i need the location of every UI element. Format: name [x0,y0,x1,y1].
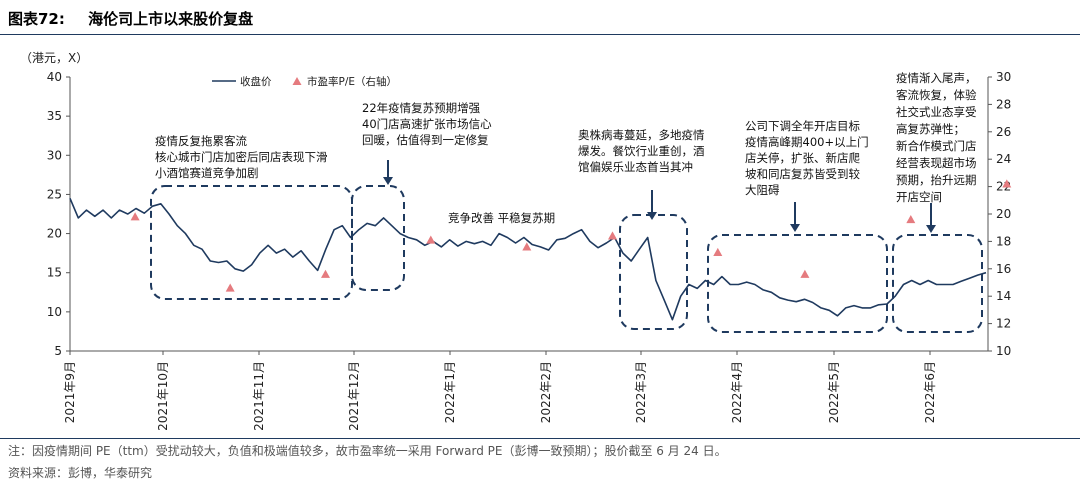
y-tick-label: 40 [47,70,62,84]
x-tick-label: 2021年11月 [252,361,266,431]
legend-pe-label: 市盈率P/E（右轴） [307,75,397,88]
annotation-text: 奥株病毒蔓延，多地疫情 [578,128,705,142]
pe-marker [130,212,140,221]
price-series-line [69,197,987,321]
y2-tick-label: 30 [996,70,1011,84]
figure-title-text: 海伦司上市以来股价复盘 [88,10,254,28]
y2-tick-label: 20 [996,207,1011,221]
pe-marker [522,242,532,251]
annotation-text: 竞争改善 平稳复苏期 [448,211,555,225]
legend-price-label: 收盘价 [240,75,272,88]
annotation-text: 核心城市门店加密后同店表现下滑 [155,150,328,164]
pe-marker [225,283,235,292]
chart-source: 资料来源：彭博，华泰研究 [8,466,153,480]
annotation-text: 疫情渐入尾声， [896,71,977,85]
figure-number: 图表72: [8,10,65,28]
y2-tick-label: 14 [996,289,1011,303]
phase-box [150,185,353,300]
y-tick-label: 25 [47,187,62,201]
y2-tick-label: 10 [996,344,1011,358]
x-tick-label: 2021年12月 [347,361,361,431]
y2-tick-label: 18 [996,234,1011,248]
y-tick-label: 35 [47,109,62,123]
phase-box [351,185,405,291]
y-tick-label: 15 [47,266,62,280]
annotation-text: 40门店高速扩张市场信心 [362,117,492,131]
x-tick-label: 2022年4月 [730,361,744,423]
annotation-text: 客流恢复，体验 [896,88,977,102]
y2-tick-label: 12 [996,317,1011,331]
annotation-text: 大阻碍 [745,183,780,197]
annotation-text: 预期，抬升远期 [896,173,977,187]
pe-marker [321,269,330,278]
annotation-text: 高复苏弹性； [896,122,965,136]
y2-tick-label: 16 [996,262,1011,276]
pe-marker [1002,179,1012,188]
x-tick-label: 2021年10月 [156,361,170,431]
chart-note: 注：因疫情期间 PE（ttm）受扰动较大，负值和极端值较多，故市盈率统一采用 F… [8,444,727,458]
annotation-text: 坡和同店复苏皆受到较 [745,167,860,181]
pe-marker [800,269,810,278]
stock-price-chart: （港元，X）5101520253035401012141618202224262… [20,51,1012,431]
annotation-text: 公司下调全年开店目标 [745,119,860,133]
annotation-text: 疫情反复拖累客流 [155,134,247,148]
x-tick-label: 2022年3月 [634,361,648,423]
y-unit-label: （港元，X） [20,51,88,65]
arrow-head [383,177,393,185]
annotation-text: 22年疫情复苏预期增强 [362,101,481,115]
annotation-text: 开店空间 [896,190,942,204]
annotation-text: 社交式业态享受 [896,105,977,119]
annotation-text: 疫情高峰期400+以上门 [745,135,869,149]
pe-marker [426,235,436,244]
pe-marker [713,247,723,256]
phase-box [892,234,983,333]
annotation-text: 小酒馆赛道竞争加剧 [155,166,259,180]
y2-tick-label: 26 [996,125,1011,139]
x-tick-label: 2022年2月 [539,361,553,423]
legend-triangle-swatch [292,77,302,85]
annotation-text: 回暖，估值得到一定修复 [362,133,489,147]
pe-marker [608,231,617,240]
pe-marker [906,214,916,224]
y-tick-label: 5 [54,344,62,358]
y2-tick-label: 28 [996,97,1011,111]
annotation-text: 新合作模式门店 [896,139,977,153]
arrow-head [647,212,657,220]
x-tick-label: 2022年6月 [923,361,937,423]
arrow-head [790,224,800,232]
top-rule [0,34,1080,35]
arrow-head [926,225,936,233]
x-tick-label: 2022年1月 [443,361,457,423]
annotation-text: 爆发。餐饮行业重创，酒 [578,144,705,158]
x-tick-label: 2021年9月 [63,361,77,423]
y-tick-label: 30 [47,148,62,162]
bottom-rule [0,438,1080,439]
x-tick-label: 2022年5月 [827,361,841,423]
annotation-text: 经营表现超市场 [896,156,977,170]
y-tick-label: 20 [47,227,62,241]
annotation-text: 店关停，扩张、新店爬 [745,151,860,165]
phase-box [707,234,888,333]
y2-tick-label: 24 [996,152,1011,166]
annotation-text: 馆偏娱乐业态首当其冲 [578,160,693,174]
figure-title: 图表72: 海伦司上市以来股价复盘 [8,8,253,29]
y-tick-label: 10 [47,305,62,319]
